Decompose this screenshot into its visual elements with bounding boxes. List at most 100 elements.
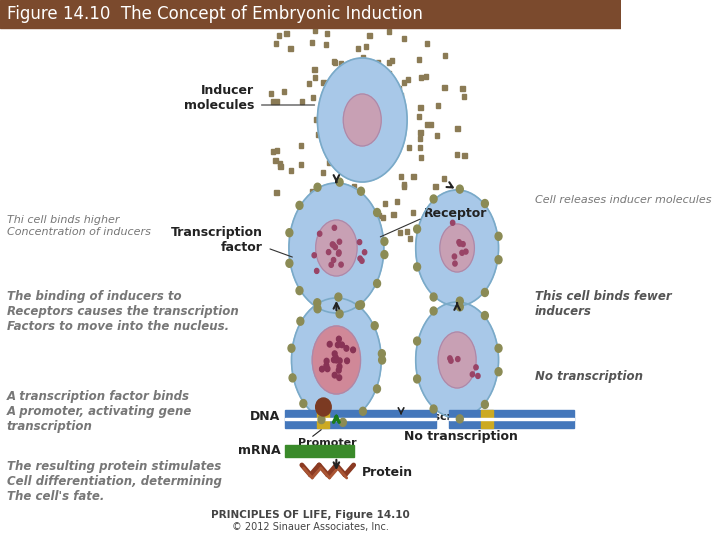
Bar [310,96,315,100]
Bar [449,419,574,428]
Bar [325,31,330,36]
Ellipse shape [315,220,357,276]
Bar [271,148,275,153]
Bar [367,33,372,38]
Circle shape [336,368,341,373]
Circle shape [430,307,437,315]
Bar [443,53,447,58]
Circle shape [379,350,385,357]
Circle shape [495,232,502,240]
Bar [397,86,401,91]
Circle shape [337,364,342,369]
Bar [327,160,331,165]
Bar [383,201,387,206]
Text: PRINCIPLES OF LIFE, Figure 14.10: PRINCIPLES OF LIFE, Figure 14.10 [211,510,410,520]
Bar [318,410,330,428]
Bar [392,212,396,217]
Circle shape [332,373,337,378]
Text: Receptor: Receptor [424,207,487,220]
Circle shape [296,287,303,295]
Circle shape [461,241,465,247]
Bar [356,46,360,51]
Text: No transcription: No transcription [405,430,518,443]
Bar [332,59,336,64]
Circle shape [414,263,420,271]
Text: No transcription: No transcription [535,370,643,383]
Bar [425,41,429,46]
Text: © 2012 Sinauer Associates, Inc.: © 2012 Sinauer Associates, Inc. [232,522,389,532]
Circle shape [315,398,331,416]
Circle shape [381,238,388,245]
Circle shape [358,187,364,195]
Bar [443,85,447,90]
Bar [288,45,292,51]
Circle shape [334,357,339,363]
Circle shape [297,317,304,325]
Circle shape [324,359,329,364]
Circle shape [430,293,437,301]
Circle shape [381,251,388,259]
Bar [325,147,329,152]
Bar [460,86,464,91]
Bar [449,410,574,419]
Bar [274,190,279,194]
Bar [368,214,372,220]
Circle shape [456,356,460,362]
Bar [442,176,446,181]
Circle shape [312,253,316,258]
Circle shape [474,365,478,370]
Circle shape [337,358,342,363]
Circle shape [430,195,437,203]
Bar [405,77,410,82]
Circle shape [314,299,320,307]
Circle shape [379,356,385,364]
Circle shape [336,336,341,342]
Text: Figure 14.10  The Concept of Embryonic Induction: Figure 14.10 The Concept of Embryonic In… [7,5,423,23]
Circle shape [414,225,420,233]
Circle shape [374,280,381,287]
Circle shape [288,344,295,352]
Bar [351,219,356,224]
Circle shape [332,225,336,230]
Circle shape [336,342,341,348]
Bar [317,132,320,137]
Circle shape [451,220,455,225]
Bar [417,114,421,119]
Bar [381,214,385,220]
Circle shape [331,357,336,363]
Circle shape [414,337,420,345]
Circle shape [448,356,452,361]
Circle shape [470,372,474,377]
Bar [395,199,399,204]
Circle shape [337,239,341,244]
Text: A transcription factor binds
A promoter, activating gene
transcription: A transcription factor binds A promoter,… [7,390,192,433]
Bar [369,223,374,228]
Text: The binding of inducers to
Receptors causes the transcription
Factors to move in: The binding of inducers to Receptors cau… [7,290,238,333]
Bar [282,89,287,94]
Text: Cell releases inducer molecules: Cell releases inducer molecules [535,195,711,205]
Ellipse shape [343,94,381,146]
Bar [425,122,429,127]
Bar [284,419,436,428]
Ellipse shape [440,224,474,272]
Bar [279,164,283,168]
Circle shape [286,259,293,267]
Circle shape [336,310,343,318]
Bar [320,170,325,175]
Ellipse shape [312,326,361,394]
Bar [274,42,278,46]
Bar [271,99,275,104]
Bar [387,60,392,65]
Bar [313,28,318,33]
Bar [348,218,352,223]
Circle shape [300,400,307,408]
Circle shape [333,245,338,249]
Bar [411,174,415,179]
Bar [387,71,392,76]
Circle shape [329,262,333,267]
Circle shape [476,374,480,379]
Bar [399,93,403,98]
Circle shape [460,251,464,255]
Circle shape [325,366,330,372]
Circle shape [314,183,321,191]
